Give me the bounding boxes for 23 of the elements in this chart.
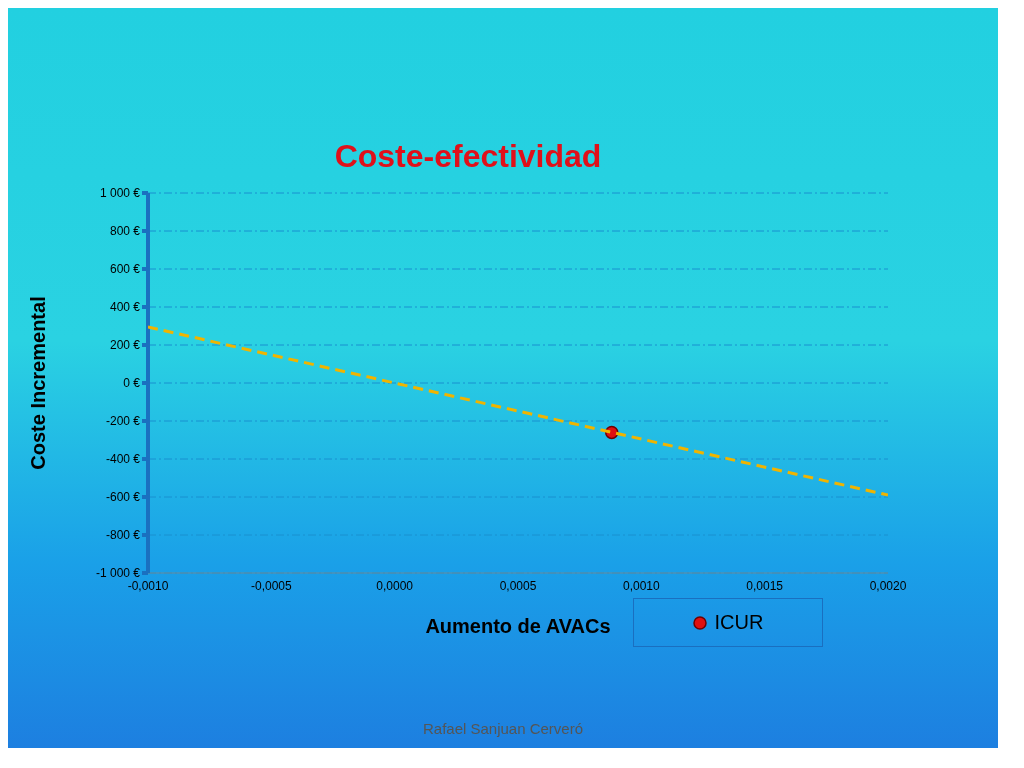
legend-label: ICUR	[714, 611, 764, 634]
x-tick-label: 0,0020	[869, 578, 907, 593]
x-tick-label: 0,0000	[376, 578, 414, 593]
y-tick-label: 1 000 €	[99, 186, 141, 201]
x-tick-label: -0,0010	[127, 578, 169, 593]
y-tick-label: 200 €	[109, 338, 141, 353]
x-tick-label: 0,0010	[622, 578, 661, 593]
y-tick-label: -800 €	[105, 528, 141, 543]
y-tick-label: 600 €	[109, 262, 141, 277]
y-tick-label: 400 €	[109, 300, 141, 315]
y-axis-title: Coste Incremental	[27, 296, 50, 470]
text: Rafael Sanjuan Cerveró	[421, 720, 585, 737]
y-tick-label: -1 000 €	[95, 566, 141, 581]
chart-title: Coste-efectividad	[333, 138, 603, 175]
x-axis-title: Aumento de AVACs	[425, 615, 611, 637]
y-tick-label: 800 €	[109, 224, 141, 239]
y-tick-label: -200 €	[105, 414, 141, 429]
x-tick-label: 0,0015	[746, 578, 784, 593]
y-tick-label: 0 €	[123, 376, 141, 391]
x-tick-label: 0,0005	[499, 578, 537, 593]
y-tick-label: -600 €	[105, 490, 141, 505]
x-tick-label: -0,0005	[250, 578, 293, 593]
y-tick-label: -400 €	[105, 452, 141, 467]
